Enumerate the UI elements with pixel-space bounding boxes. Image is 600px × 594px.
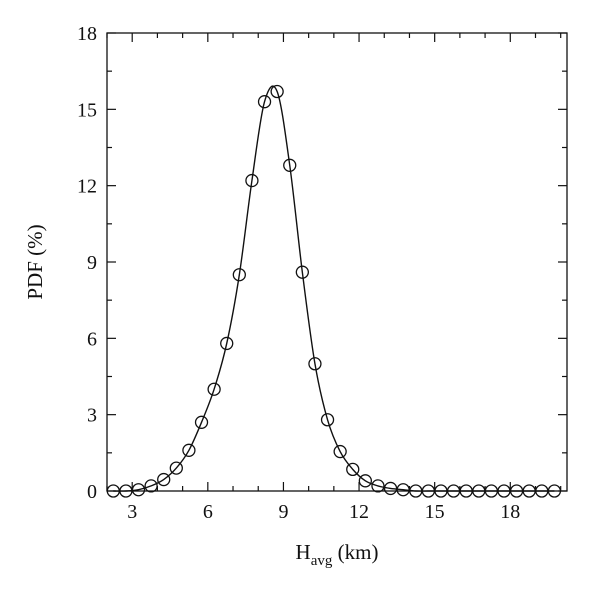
x-tick-label: 18 xyxy=(500,501,520,523)
data-point xyxy=(283,158,297,172)
y-tick-label: 12 xyxy=(77,176,97,198)
data-point xyxy=(207,382,221,396)
data-point xyxy=(144,479,158,493)
series-line xyxy=(113,85,555,492)
data-point xyxy=(257,95,272,109)
data-point xyxy=(295,265,309,279)
data-point xyxy=(232,268,246,282)
y-tick-label: 0 xyxy=(87,481,97,503)
x-axis-label: Havg (km) xyxy=(296,540,379,569)
x-axis-label-subscript: avg xyxy=(311,553,333,569)
data-point xyxy=(308,357,322,371)
data-point xyxy=(396,483,410,497)
y-tick-label: 3 xyxy=(87,405,97,427)
x-axis-label-unit: (km) xyxy=(332,540,378,564)
data-point xyxy=(169,461,183,475)
data-point xyxy=(346,462,360,477)
data-point xyxy=(131,483,146,497)
y-tick-label: 18 xyxy=(77,23,97,45)
data-point xyxy=(245,173,259,188)
plot-frame xyxy=(106,32,568,492)
data-point xyxy=(547,484,562,498)
y-tick-label: 15 xyxy=(77,99,97,121)
x-tick-label: 12 xyxy=(349,501,369,523)
axis-ticks xyxy=(106,32,567,492)
data-point xyxy=(270,84,284,99)
x-tick-label: 9 xyxy=(278,501,288,523)
data-point xyxy=(333,444,347,459)
data-point xyxy=(182,443,196,457)
data-point xyxy=(358,474,373,488)
y-axis-label: PDF (%) xyxy=(23,224,47,299)
data-point xyxy=(220,336,234,351)
y-tick-label: 9 xyxy=(87,252,97,274)
data-point xyxy=(371,479,385,493)
data-markers xyxy=(106,84,562,498)
data-point xyxy=(119,484,133,498)
x-axis-label-main: H xyxy=(296,540,311,564)
data-point xyxy=(320,413,335,427)
x-tick-label: 15 xyxy=(425,501,445,523)
data-point xyxy=(157,472,171,487)
tick-labels: 3 6 9 12 15 18 0 3 6 9 12 15 18 xyxy=(77,23,520,523)
y-tick-label: 6 xyxy=(87,328,97,350)
x-tick-label: 6 xyxy=(203,501,213,523)
data-point xyxy=(194,415,209,429)
x-tick-label: 3 xyxy=(127,501,137,523)
data-point xyxy=(383,481,398,496)
